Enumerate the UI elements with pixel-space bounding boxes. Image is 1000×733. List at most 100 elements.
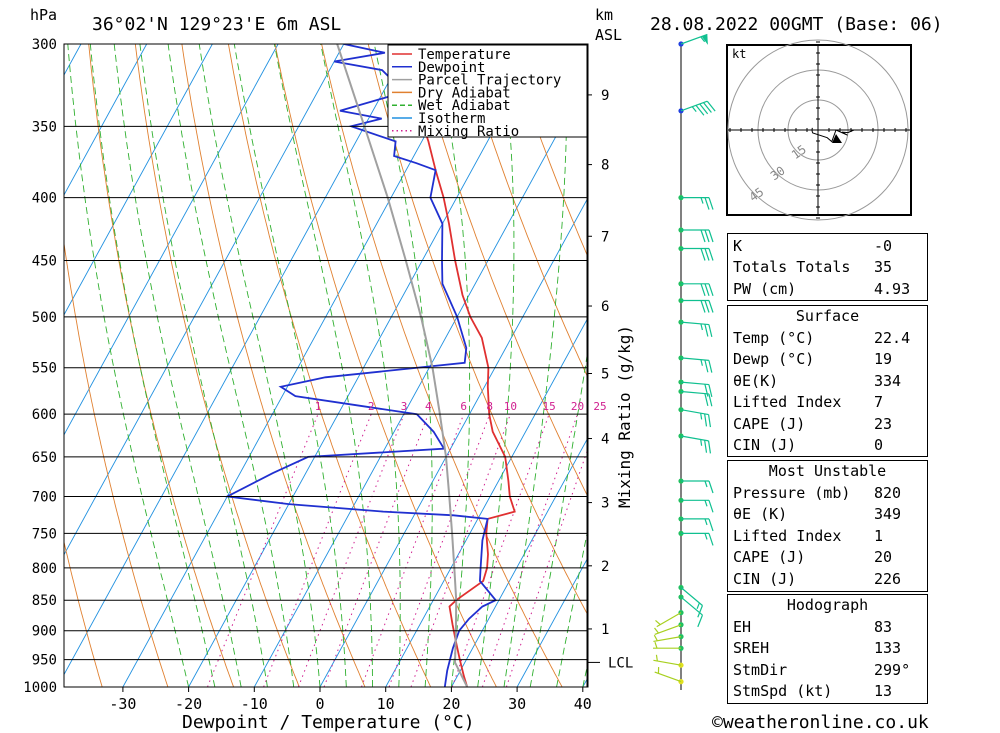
stat-value: 0 <box>874 436 884 454</box>
legend-label: Mixing Ratio <box>418 124 519 140</box>
pressure-tick-label: 400 <box>32 191 57 207</box>
km-tick-label: 3 <box>601 496 609 512</box>
hodograph-trace <box>811 127 855 143</box>
stat-value: 20 <box>874 548 893 567</box>
stat-row: PW (cm) 4.93 <box>728 279 927 300</box>
stat-value: 1 <box>874 526 884 545</box>
hodograph-stats-title: Hodograph <box>786 596 869 614</box>
stat-label: StmDir <box>733 660 788 679</box>
stat-label: K <box>733 237 743 255</box>
hodograph-ring-label: 15 <box>789 142 809 162</box>
wet-adiabat-line <box>434 44 471 687</box>
wet-adiabat-line <box>113 44 242 687</box>
stat-label: θE(K) <box>733 371 779 390</box>
mixing-ratio-label: 20 <box>571 400 584 413</box>
x-tick-label: -30 <box>109 695 136 713</box>
km-tick-label: 7 <box>601 229 609 245</box>
hodograph-unit: kt <box>732 47 746 61</box>
hodograph-ring-label: 45 <box>747 185 767 205</box>
wind-barb <box>680 100 716 116</box>
wind-level-dot <box>678 622 684 628</box>
axes: 3003504004505005506006507007508008509009… <box>23 37 592 713</box>
stat-row: CAPE (J) 23 <box>728 414 927 435</box>
wet-adiabat-line <box>373 44 433 687</box>
wind-barb <box>680 33 708 45</box>
wind-barb <box>680 390 713 407</box>
isotherm-line <box>64 44 148 196</box>
mixing-ratio-label: 2 <box>368 400 375 413</box>
isotherm-line <box>188 44 542 687</box>
isotherm-line <box>64 44 410 676</box>
dry-adiabat-line <box>227 44 432 687</box>
mixing-ratio-label: 10 <box>504 400 517 413</box>
dry-adiabat-line <box>274 44 497 687</box>
stat-row: Pressure (mb) 820 <box>728 483 927 504</box>
pressure-tick-label: 650 <box>32 450 57 466</box>
stat-value: 334 <box>874 371 902 390</box>
x-tick-label: 20 <box>442 695 460 713</box>
most-unstable-panel: Most Unstable Pressure (mb) 820 θE (K) 349 L… <box>727 460 928 592</box>
x-tick-label: 0 <box>315 695 324 713</box>
dry-adiabat-line <box>181 44 366 687</box>
stat-value: 299° <box>874 660 911 679</box>
stat-label: Dewp (°C) <box>733 350 815 369</box>
stat-value: 23 <box>874 414 893 433</box>
x-tick-label: -20 <box>175 695 202 713</box>
mixing-ratio-label: 6 <box>460 400 467 413</box>
wind-barb <box>681 499 714 513</box>
wet-adiabat-line <box>89 44 216 687</box>
wind-barb <box>681 229 714 243</box>
km-tick-label: 8 <box>601 158 609 174</box>
stat-row: θE(K) 334 <box>728 371 927 392</box>
stat-value: 35 <box>874 258 893 277</box>
pressure-tick-label: 1000 <box>23 680 57 696</box>
wet-adiabat-line <box>233 44 347 687</box>
legend-label: Wet Adiabat <box>418 98 511 114</box>
wind-barb <box>681 197 714 210</box>
wet-adiabat-line <box>556 526 588 687</box>
mixing-ratio-label: 25 <box>593 400 606 413</box>
stat-value: 4.93 <box>874 279 911 298</box>
wind-barb <box>653 642 681 649</box>
isotherm-line <box>64 44 213 316</box>
wind-level-dot <box>678 379 684 385</box>
dry-adiabat-line <box>507 44 588 259</box>
stat-label: θE (K) <box>733 505 788 524</box>
pressure-tick-label: 350 <box>32 119 57 135</box>
stat-row: CAPE (J) 20 <box>728 547 927 568</box>
stat-row: Temp (°C) 22.4 <box>728 328 927 349</box>
indices-panel: K -0 Totals Totals 35 PW (cm) 4.93 <box>727 233 928 301</box>
datetime-label: 28.08.2022 00GMT (Base: 06) <box>650 14 943 35</box>
hodograph-ring-label: 30 <box>768 163 788 183</box>
stat-label: Temp (°C) <box>733 329 815 347</box>
km-tick-label: 2 <box>601 559 609 575</box>
stat-row: Totals Totals 35 <box>728 257 927 278</box>
stat-value: 349 <box>874 505 902 524</box>
footer-credit: ©weatheronline.co.uk <box>712 712 929 733</box>
stat-label: CAPE (J) <box>733 548 806 567</box>
wind-level-dot <box>678 108 684 114</box>
mixing-ratio-line <box>481 414 578 687</box>
wind-barb <box>681 247 714 261</box>
stat-value: 22.4 <box>874 329 911 347</box>
km-tick-label: 4 <box>601 432 609 448</box>
stat-row: Lifted Index 7 <box>728 392 927 413</box>
pressure-tick-label: 500 <box>32 310 57 326</box>
wind-barb <box>654 624 682 635</box>
stat-value: 19 <box>874 350 893 369</box>
pressure-tick-label: 950 <box>32 653 57 669</box>
wind-barb <box>680 321 713 337</box>
wind-barb <box>681 299 714 313</box>
dry-adiabat-line <box>367 44 588 617</box>
stat-value: 83 <box>874 618 893 636</box>
mixing-ratio-line <box>207 414 319 687</box>
isotherm-line <box>451 436 588 687</box>
stat-value: 820 <box>874 484 902 502</box>
pressure-tick-label: 900 <box>32 624 57 640</box>
mixing-ratio-label: 1 <box>315 400 322 413</box>
temperature-curve <box>425 133 516 687</box>
hodograph-stats-panel: Hodograph EH 83 SREH 133 StmDir 299° StmSpd (k… <box>727 594 928 704</box>
stat-value: 226 <box>874 569 902 588</box>
wind-barb <box>653 634 682 643</box>
surface-panel: Surface Temp (°C) 22.4 Dewp (°C) 19 θE(K) 334… <box>727 305 928 457</box>
